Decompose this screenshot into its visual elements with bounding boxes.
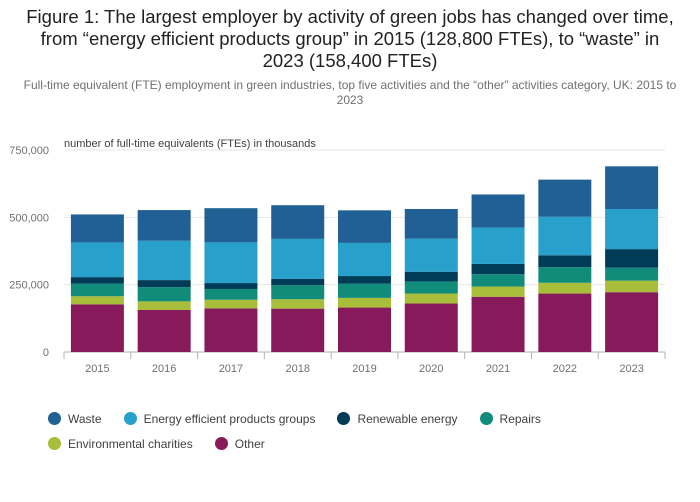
bar-segment [471,263,525,275]
bar-segment [404,293,458,304]
legend-item-energy-efficient[interactable]: Energy efficient products groups [123,411,316,426]
bar-segment [271,285,325,300]
y-tick-label: 250,000 [9,280,49,292]
bar-segment [605,292,659,352]
legend-swatch-environmental-charities [48,437,61,450]
legend-label-energy-efficient: Energy efficient products groups [143,411,316,426]
bar-segment [338,242,391,277]
bar-segment [137,287,191,302]
bar-segment [471,227,525,264]
stacked-bar-chart: 0 250,000 500,000 750,000 number of full-tim… [9,138,666,375]
bar-segment [70,296,124,305]
bar-segment [404,238,458,272]
bar-segment [137,280,191,288]
bar-segment [204,288,258,300]
legend-label-repairs: Repairs [499,411,541,426]
bar-segment [70,277,124,284]
bar-segment [538,293,592,352]
chart-title: Figure 1: The largest employer by activi… [26,6,674,71]
x-tick-label: 2019 [352,363,376,375]
legend-swatch-energy-efficient [123,412,137,425]
legend-label-environmental-charities: Environmental charities [68,436,193,451]
bar-segment [605,166,659,209]
bar-segment [338,283,391,298]
legend-item-environmental-charities[interactable]: Environmental charities [48,437,193,451]
bar-segment [471,274,525,287]
bar-segment [605,208,659,250]
legend-row-2: Environmental charities Other [48,431,668,456]
y-tick-label: 500,000 [9,212,49,224]
x-tick-label: 2023 [619,363,643,375]
bar-segment [605,249,659,268]
bar-segment [137,301,191,310]
chart-subtitle: Full-time equivalent (FTE) employment in… [23,78,677,107]
bar-segment [271,278,325,286]
bar-segment [204,283,258,289]
bar-segment [338,276,391,284]
bar-segment [70,283,124,297]
y-tick-label: 750,000 [9,145,49,157]
bar-segment [204,208,258,243]
x-tick-label: 2017 [219,363,243,375]
bar-segment [538,255,592,268]
x-tick-label: 2020 [419,363,443,375]
bar-segment [204,299,258,309]
bar-segment [137,309,191,352]
bar-segment [605,280,659,293]
x-tick-label: 2015 [85,363,109,375]
bar-segment [471,296,525,352]
bar-segment [137,240,191,281]
bar-segment [404,208,458,239]
legend-swatch-waste [48,412,61,425]
legend-item-renewable-energy[interactable]: Renewable energy [337,411,458,426]
bar-segment [204,242,258,284]
bar-segment [70,304,124,352]
bar-segment [404,271,458,282]
bar-segment [404,303,458,352]
bar-segment [271,238,325,279]
bar-segment [204,308,258,352]
legend-label-waste: Waste [68,411,102,426]
bar-segment [605,267,659,281]
bar-segment [538,282,592,294]
legend-label-renewable-energy: Renewable energy [357,411,458,426]
legend-swatch-other [214,437,228,450]
bar-segment [70,242,124,278]
chart-legend: Waste Energy efficient products groups R… [48,406,668,456]
legend-swatch-repairs [479,412,493,425]
bar-segment [404,281,458,294]
x-tick-label: 2022 [553,363,577,375]
bar-segment [271,299,325,309]
bar-segment [137,210,191,241]
legend-row-1: Waste Energy efficient products groups R… [48,406,668,431]
bar-segment [471,286,525,297]
bar-segment [538,216,592,256]
bar-segment [338,307,391,352]
y-axis-label: number of full-time equivalents (FTEs) i… [64,138,316,150]
bar-segment [538,267,592,283]
legend-item-other[interactable]: Other [214,436,265,451]
bar-segment [338,297,391,308]
legend-swatch-renewable-energy [337,412,351,425]
y-tick-label: 0 [43,347,49,359]
x-tick-label: 2021 [486,363,510,375]
bar-segment [271,308,325,352]
bar-segment [70,214,124,243]
bar-segment [271,205,325,239]
x-tick-label: 2016 [152,363,176,375]
bar-segment [338,210,391,243]
x-tick-label: 2018 [285,363,309,375]
legend-item-waste[interactable]: Waste [48,412,102,426]
legend-item-repairs[interactable]: Repairs [479,411,541,426]
bar-segment [471,194,525,228]
bar-segment [538,179,592,217]
legend-label-other: Other [234,436,265,451]
